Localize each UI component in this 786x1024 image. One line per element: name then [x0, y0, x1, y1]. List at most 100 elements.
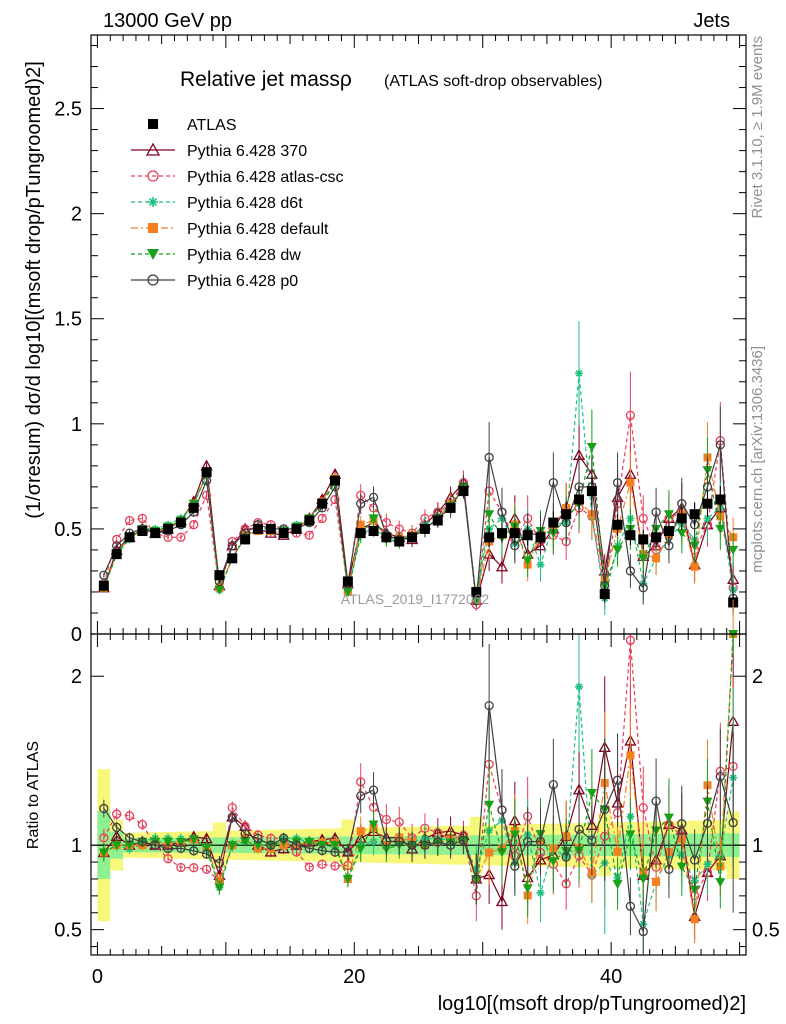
data-point — [664, 864, 674, 874]
data-point — [445, 840, 456, 850]
data-point — [163, 837, 174, 847]
data-point — [485, 848, 494, 857]
x-tick-label: 0 — [92, 966, 103, 988]
legend-item: ATLAS — [148, 117, 237, 134]
data-point — [638, 534, 649, 545]
header-left-label: 13000 GeV pp — [103, 10, 232, 32]
data-point — [330, 847, 340, 857]
data-point — [368, 820, 379, 830]
data-point — [690, 562, 699, 571]
data-point — [381, 836, 392, 847]
data-point — [240, 534, 251, 545]
data-point — [368, 526, 379, 537]
x-tick-label: 40 — [600, 966, 622, 988]
data-point — [407, 840, 417, 850]
data-point — [613, 847, 622, 856]
data-point — [112, 822, 122, 833]
data-point — [638, 554, 649, 564]
data-point — [252, 523, 263, 534]
data-point — [586, 442, 597, 452]
data-point — [471, 586, 482, 597]
legend-item: Pythia 6.428 d6t — [131, 195, 303, 212]
data-point — [201, 849, 212, 859]
data-point — [586, 789, 597, 799]
data-point — [574, 494, 585, 505]
ratio-panel — [91, 599, 746, 955]
data-point — [612, 519, 623, 530]
data-point — [214, 570, 225, 581]
data-point — [676, 513, 687, 524]
data-point — [368, 514, 379, 524]
data-point — [407, 532, 418, 543]
data-point — [343, 847, 353, 857]
legend-label: Pythia 6.428 370 — [187, 143, 307, 160]
data-point — [148, 223, 158, 233]
data-point — [728, 818, 738, 828]
data-point — [214, 883, 225, 893]
data-point — [676, 529, 687, 539]
y-tick-label: 0 — [71, 624, 82, 646]
series-line — [103, 444, 734, 601]
data-point — [99, 833, 109, 843]
data-point — [419, 523, 430, 534]
data-point — [612, 545, 623, 555]
data-point — [304, 843, 314, 853]
data-point — [124, 841, 135, 851]
data-point — [330, 841, 341, 851]
data-point — [317, 841, 328, 851]
data-point — [484, 532, 495, 543]
data-point — [342, 587, 353, 597]
data-point — [355, 844, 366, 854]
data-point — [330, 475, 341, 486]
legend-label: Pythia 6.428 p0 — [187, 273, 298, 290]
data-point — [626, 751, 635, 760]
y-tick-label: 1 — [71, 414, 82, 436]
ratio-series-pythia-6-428-d6t — [99, 634, 738, 955]
data-point — [201, 843, 212, 853]
data-point — [638, 926, 648, 937]
data-point — [484, 800, 495, 810]
data-point — [638, 802, 648, 813]
data-point — [394, 836, 404, 846]
data-point — [676, 862, 687, 872]
data-point — [495, 895, 509, 907]
data-point — [663, 510, 674, 520]
data-point — [484, 700, 494, 711]
data-point — [536, 888, 545, 897]
analysis-watermark: ATLAS_2019_I1772062 — [341, 591, 490, 607]
data-point — [356, 520, 365, 529]
data-point — [599, 589, 610, 600]
series-atlas — [98, 467, 739, 611]
data-point — [291, 523, 302, 534]
data-point — [625, 830, 636, 840]
data-point — [522, 556, 533, 566]
data-point — [548, 857, 559, 867]
data-point — [317, 498, 328, 509]
legend-item: Pythia 6.428 dw — [131, 247, 301, 264]
data-point — [651, 507, 661, 517]
data-point — [176, 532, 186, 542]
data-point — [150, 528, 161, 539]
data-point — [509, 830, 520, 840]
data-point — [561, 852, 571, 862]
data-point — [535, 836, 546, 847]
data-point — [522, 530, 533, 541]
data-point — [163, 843, 173, 854]
data-point — [317, 859, 327, 869]
data-point — [458, 835, 469, 845]
ratio-line — [103, 705, 734, 934]
data-point — [381, 532, 392, 543]
data-point — [586, 486, 597, 497]
legend-item: Pythia 6.428 370 — [131, 142, 307, 160]
data-point — [148, 119, 158, 129]
data-point — [612, 478, 623, 488]
data-point — [484, 510, 495, 520]
data-point — [638, 583, 648, 593]
data-point — [356, 499, 366, 509]
data-point — [201, 467, 212, 478]
data-point — [510, 861, 520, 871]
ratio-y-tick-label-right: 0.5 — [752, 920, 780, 942]
main-y-axis-label: (1/σresum) dσ/d log10[(msoft drop/pTungr… — [23, 61, 45, 518]
data-point — [471, 874, 481, 884]
legend-label: Pythia 6.428 dw — [187, 247, 301, 264]
